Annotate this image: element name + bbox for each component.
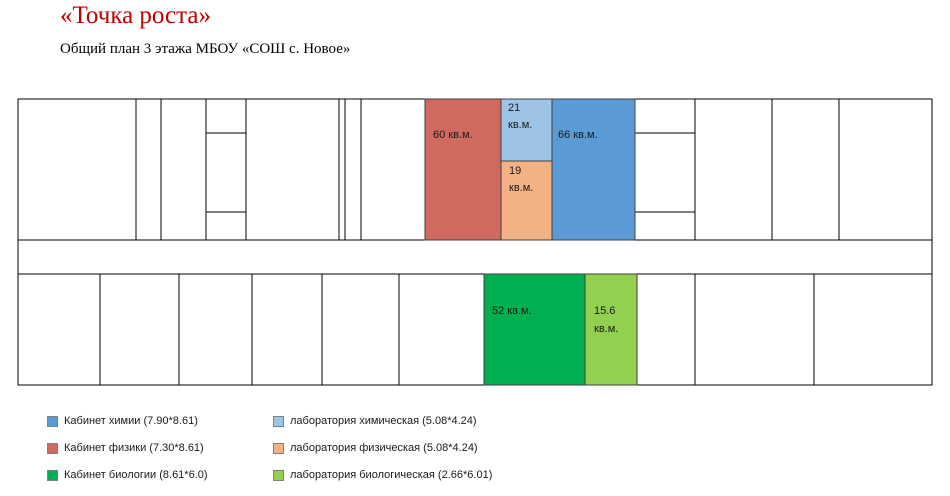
- legend-label: Кабинет химии (7.90*8.61): [64, 415, 198, 427]
- floor-plan: 60 кв.м. 21 кв.м. 19 кв.м. 66 кв.м. 52 к…: [17, 98, 933, 386]
- legend-label: лаборатория биологическая (2.66*6.01): [290, 469, 493, 481]
- page-title: «Точка роста»: [60, 2, 211, 29]
- room-phys-lab-label: 19: [509, 165, 521, 177]
- legend-label: лаборатория химическая (5.08*4.24): [290, 415, 477, 427]
- legend-item-physics: Кабинет физики (7.30*8.61): [47, 440, 204, 456]
- legend-item-phys-lab: лаборатория физическая (5.08*4.24): [273, 440, 478, 456]
- legend-item-chemistry: Кабинет химии (7.90*8.61): [47, 413, 198, 429]
- room-chem-lab-label: кв.м.: [508, 119, 532, 131]
- room-biology[interactable]: [483, 273, 586, 386]
- legend-swatch: [47, 415, 58, 427]
- page-subtitle: Общий план 3 этажа МБОУ «СОШ с. Новое»: [60, 41, 351, 57]
- room-physics-label: 60 кв.м.: [433, 129, 473, 141]
- room-chemistry-label: 66 кв.м.: [558, 129, 598, 141]
- room-phys-lab[interactable]: [500, 160, 553, 241]
- room-bio-lab-label: кв.м.: [594, 323, 618, 335]
- room-physics[interactable]: [424, 98, 502, 241]
- legend-item-bio-lab: лаборатория биологическая (2.66*6.01): [273, 467, 492, 483]
- room-chem-lab-label: 21: [508, 102, 520, 114]
- legend-swatch: [273, 442, 284, 454]
- room-bio-lab-label: 15.6: [594, 305, 615, 317]
- legend-swatch: [47, 442, 58, 454]
- room-chem-lab[interactable]: [500, 98, 553, 162]
- legend-label: Кабинет физики (7.30*8.61): [64, 442, 204, 454]
- legend-swatch: [273, 469, 284, 481]
- room-bio-lab[interactable]: [584, 273, 638, 386]
- legend-label: Кабинет биологии (8.61*6.0): [64, 469, 208, 481]
- room-phys-lab-label: кв.м.: [509, 182, 533, 194]
- legend-label: лаборатория физическая (5.08*4.24): [290, 442, 478, 454]
- legend-item-biology: Кабинет биологии (8.61*6.0): [47, 467, 208, 483]
- room-biology-label: 52 кв.м.: [492, 305, 532, 317]
- legend-swatch: [47, 469, 58, 481]
- legend-swatch: [273, 415, 284, 427]
- legend-item-chem-lab: лаборатория химическая (5.08*4.24): [273, 413, 477, 429]
- room-chemistry[interactable]: [551, 98, 636, 241]
